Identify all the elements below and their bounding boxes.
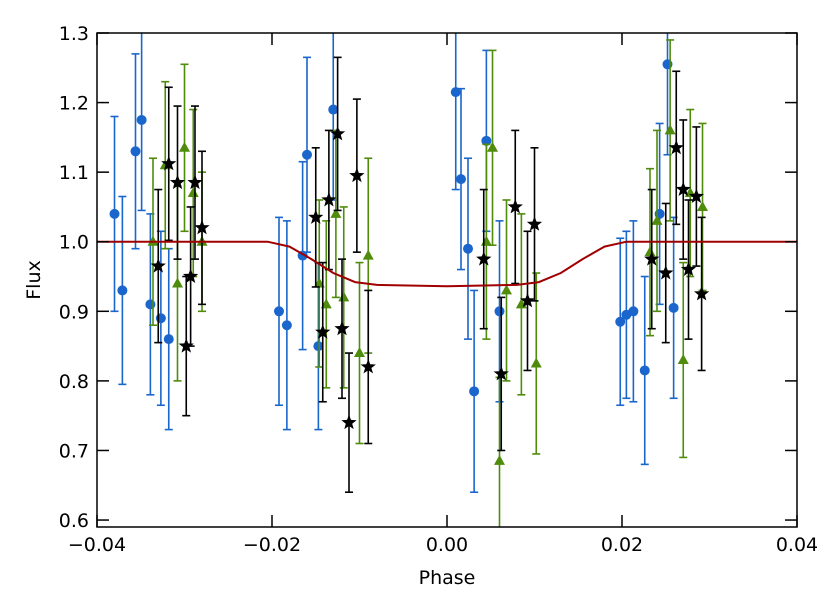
x-tick-label: −0.04 bbox=[68, 534, 126, 556]
y-tick-label: 1.3 bbox=[59, 23, 89, 45]
data-point bbox=[476, 251, 492, 266]
y-tick-label: 0.6 bbox=[59, 510, 89, 532]
data-point bbox=[354, 347, 365, 358]
data-point bbox=[330, 125, 346, 141]
data-point bbox=[615, 316, 626, 327]
data-point bbox=[136, 114, 147, 125]
data-point bbox=[274, 306, 284, 317]
data-point bbox=[161, 155, 177, 171]
data-point bbox=[281, 320, 292, 331]
data-point bbox=[688, 188, 704, 203]
data-point bbox=[697, 200, 708, 211]
data-point bbox=[109, 208, 120, 219]
data-point bbox=[644, 246, 656, 257]
data-point bbox=[675, 181, 691, 196]
data-point bbox=[130, 146, 141, 157]
data-point bbox=[494, 306, 505, 317]
data-point bbox=[321, 192, 337, 207]
data-point bbox=[526, 216, 543, 231]
data-point bbox=[338, 291, 350, 302]
data-point bbox=[694, 285, 710, 301]
x-axis-label: Phase bbox=[419, 567, 476, 589]
data-point bbox=[469, 386, 480, 397]
data-point bbox=[349, 167, 365, 183]
data-point bbox=[150, 258, 166, 273]
data-point bbox=[481, 135, 492, 146]
data-point bbox=[480, 235, 492, 246]
data-point bbox=[507, 198, 523, 214]
data-point bbox=[360, 359, 376, 374]
data-point bbox=[155, 313, 166, 324]
y-tick-label: 0.7 bbox=[59, 440, 89, 462]
data-point bbox=[330, 207, 342, 218]
x-tick-label: 0.04 bbox=[776, 534, 818, 556]
y-tick-label: 1.0 bbox=[59, 232, 89, 254]
data-point bbox=[194, 219, 210, 235]
y-tick-label: 0.9 bbox=[59, 301, 89, 323]
data-point bbox=[302, 149, 312, 160]
data-point bbox=[668, 302, 679, 313]
data-point bbox=[308, 209, 324, 224]
data-point bbox=[117, 285, 128, 296]
data-point bbox=[519, 292, 536, 308]
y-axis-label: Flux bbox=[23, 260, 45, 300]
x-tick-label: −0.02 bbox=[243, 534, 301, 556]
data-point bbox=[530, 357, 542, 368]
y-tick-label: 1.1 bbox=[59, 162, 89, 184]
data-point bbox=[183, 268, 199, 283]
data-point bbox=[662, 59, 673, 70]
data-point bbox=[628, 306, 639, 317]
plot-area bbox=[97, 33, 797, 527]
data-point bbox=[362, 249, 374, 260]
data-point bbox=[456, 174, 466, 185]
data-point bbox=[341, 414, 357, 430]
data-point bbox=[187, 174, 203, 190]
data-point bbox=[501, 284, 512, 295]
model-curve bbox=[97, 240, 797, 288]
data-point bbox=[169, 174, 186, 190]
data-point bbox=[644, 251, 660, 266]
data-point bbox=[463, 243, 473, 254]
y-tick-label: 1.2 bbox=[59, 93, 89, 115]
data-point bbox=[313, 341, 324, 352]
data-point bbox=[677, 354, 689, 365]
data-point bbox=[493, 365, 509, 381]
data-point bbox=[163, 334, 174, 345]
data-point bbox=[680, 261, 697, 276]
data-point bbox=[651, 214, 663, 225]
data-point bbox=[494, 454, 505, 465]
data-point bbox=[639, 365, 650, 376]
data-point bbox=[450, 87, 461, 98]
data-point bbox=[334, 320, 350, 336]
data-point bbox=[145, 299, 156, 310]
data-point bbox=[668, 139, 684, 155]
data-point bbox=[178, 338, 194, 353]
data-point bbox=[179, 141, 190, 152]
data-point bbox=[487, 141, 498, 152]
data-point bbox=[315, 324, 331, 339]
data-point bbox=[172, 277, 183, 288]
data-point bbox=[664, 124, 676, 135]
data-point bbox=[187, 187, 199, 198]
x-tick-label: 0.02 bbox=[601, 534, 643, 556]
x-tick-label: 0.00 bbox=[426, 534, 468, 556]
data-point bbox=[658, 265, 674, 280]
y-tick-label: 0.8 bbox=[59, 371, 89, 393]
data-point bbox=[328, 104, 339, 115]
